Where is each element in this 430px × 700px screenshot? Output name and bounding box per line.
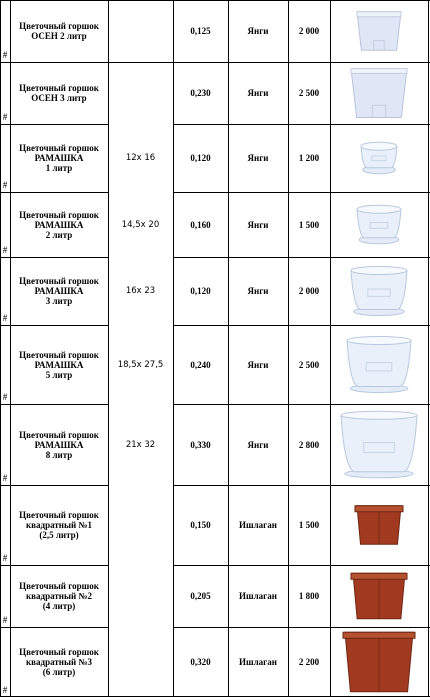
product-photo [342, 631, 416, 693]
border [173, 0, 174, 697]
border [173, 627, 430, 628]
border [173, 485, 430, 486]
row-marker: # [2, 245, 8, 255]
product-price: 2 000 [298, 26, 320, 36]
product-price: 1 200 [298, 153, 320, 163]
border [0, 627, 109, 628]
product-name: Цветочный горшок ОСЕН 2 литр [19, 21, 99, 41]
border [0, 696, 430, 697]
border [0, 0, 430, 1]
border [228, 0, 229, 697]
product-size: 18,5x 27,5 [117, 359, 164, 370]
product-photo [350, 572, 408, 620]
product-photo [360, 141, 398, 175]
product-name: Цветочный горшок РАМАШКА 3 литр [19, 276, 99, 306]
product-size: 16x 23 [125, 286, 156, 296]
border [0, 124, 109, 125]
product-weight: 0,330 [190, 439, 211, 450]
row-marker: # [2, 50, 8, 60]
border [10, 0, 11, 697]
product-name: Цветочный горшок квадратный №2 (4 литр) [19, 581, 99, 611]
border [0, 257, 109, 258]
border [173, 257, 430, 258]
product-status: Янги [247, 153, 269, 163]
product-photo [356, 204, 402, 245]
row-marker: # [2, 392, 8, 402]
border [330, 0, 331, 697]
product-status: Ишлаган [239, 520, 277, 530]
product-price: 2 800 [298, 439, 320, 450]
row-marker: # [2, 180, 8, 190]
border [173, 404, 430, 405]
border [173, 325, 430, 326]
product-size: 14,5x 20 [121, 219, 160, 230]
border [0, 485, 109, 486]
border [0, 565, 109, 566]
product-weight: 0,120 [190, 153, 211, 163]
product-weight: 0,160 [190, 219, 211, 230]
product-status: Ишлаган [239, 657, 277, 667]
product-photo [346, 336, 412, 393]
product-status: Янги [247, 88, 269, 98]
product-name: Цветочный горшок РАМАШКА 1 литр [19, 143, 99, 173]
product-weight: 0,150 [190, 520, 211, 530]
product-name: Цветочный горшок квадратный №1 (2,5 литр… [19, 510, 99, 540]
product-weight: 0,205 [190, 591, 211, 601]
product-weight: 0,230 [190, 88, 211, 98]
product-status: Янги [247, 286, 269, 296]
border [0, 62, 430, 63]
product-photo [350, 266, 408, 316]
product-price: 2 000 [298, 286, 320, 296]
product-price: 1 500 [298, 520, 320, 530]
row-marker: # [2, 473, 8, 483]
border [0, 404, 109, 405]
border [173, 565, 430, 566]
border [173, 124, 430, 125]
product-size: 12x 16 [125, 153, 156, 163]
product-status: Янги [247, 359, 269, 370]
product-size: 21x 32 [125, 439, 156, 450]
product-status: Янги [247, 439, 269, 450]
product-name: Цветочный горшок квадратный №3 (6 литр) [19, 647, 99, 677]
row-marker: # [2, 615, 8, 625]
product-price: 1 500 [298, 219, 320, 230]
product-name: Цветочный горшок РАМАШКА 8 литр [19, 429, 99, 460]
row-marker: # [2, 112, 8, 122]
product-photo [354, 505, 404, 545]
border [0, 0, 1, 697]
border [0, 192, 109, 193]
product-photo [356, 11, 402, 51]
product-price: 2 500 [298, 359, 320, 370]
product-name: Цветочный горшок ОСЕН 3 литр [19, 83, 99, 103]
border [0, 325, 109, 326]
product-weight: 0,240 [190, 359, 211, 370]
product-price: 1 800 [298, 591, 320, 601]
product-photo [340, 410, 418, 479]
row-marker: # [2, 685, 8, 695]
border [173, 192, 430, 193]
row-marker: # [2, 313, 8, 323]
product-status: Янги [247, 219, 269, 230]
border [288, 0, 289, 697]
product-name: Цветочный горшок РАМАШКА 5 литр [19, 349, 99, 380]
product-weight: 0,120 [190, 286, 211, 296]
product-name: Цветочный горшок РАМАШКА 2 литр [19, 209, 99, 240]
product-photo [350, 68, 408, 118]
border [108, 0, 109, 697]
product-price: 2 200 [298, 657, 320, 667]
product-status: Янги [247, 26, 269, 36]
product-status: Ишлаган [239, 591, 277, 601]
product-weight: 0,125 [190, 26, 211, 36]
product-price: 2 500 [298, 88, 320, 98]
product-weight: 0,320 [190, 657, 211, 667]
row-marker: # [2, 553, 8, 563]
border [428, 0, 429, 697]
